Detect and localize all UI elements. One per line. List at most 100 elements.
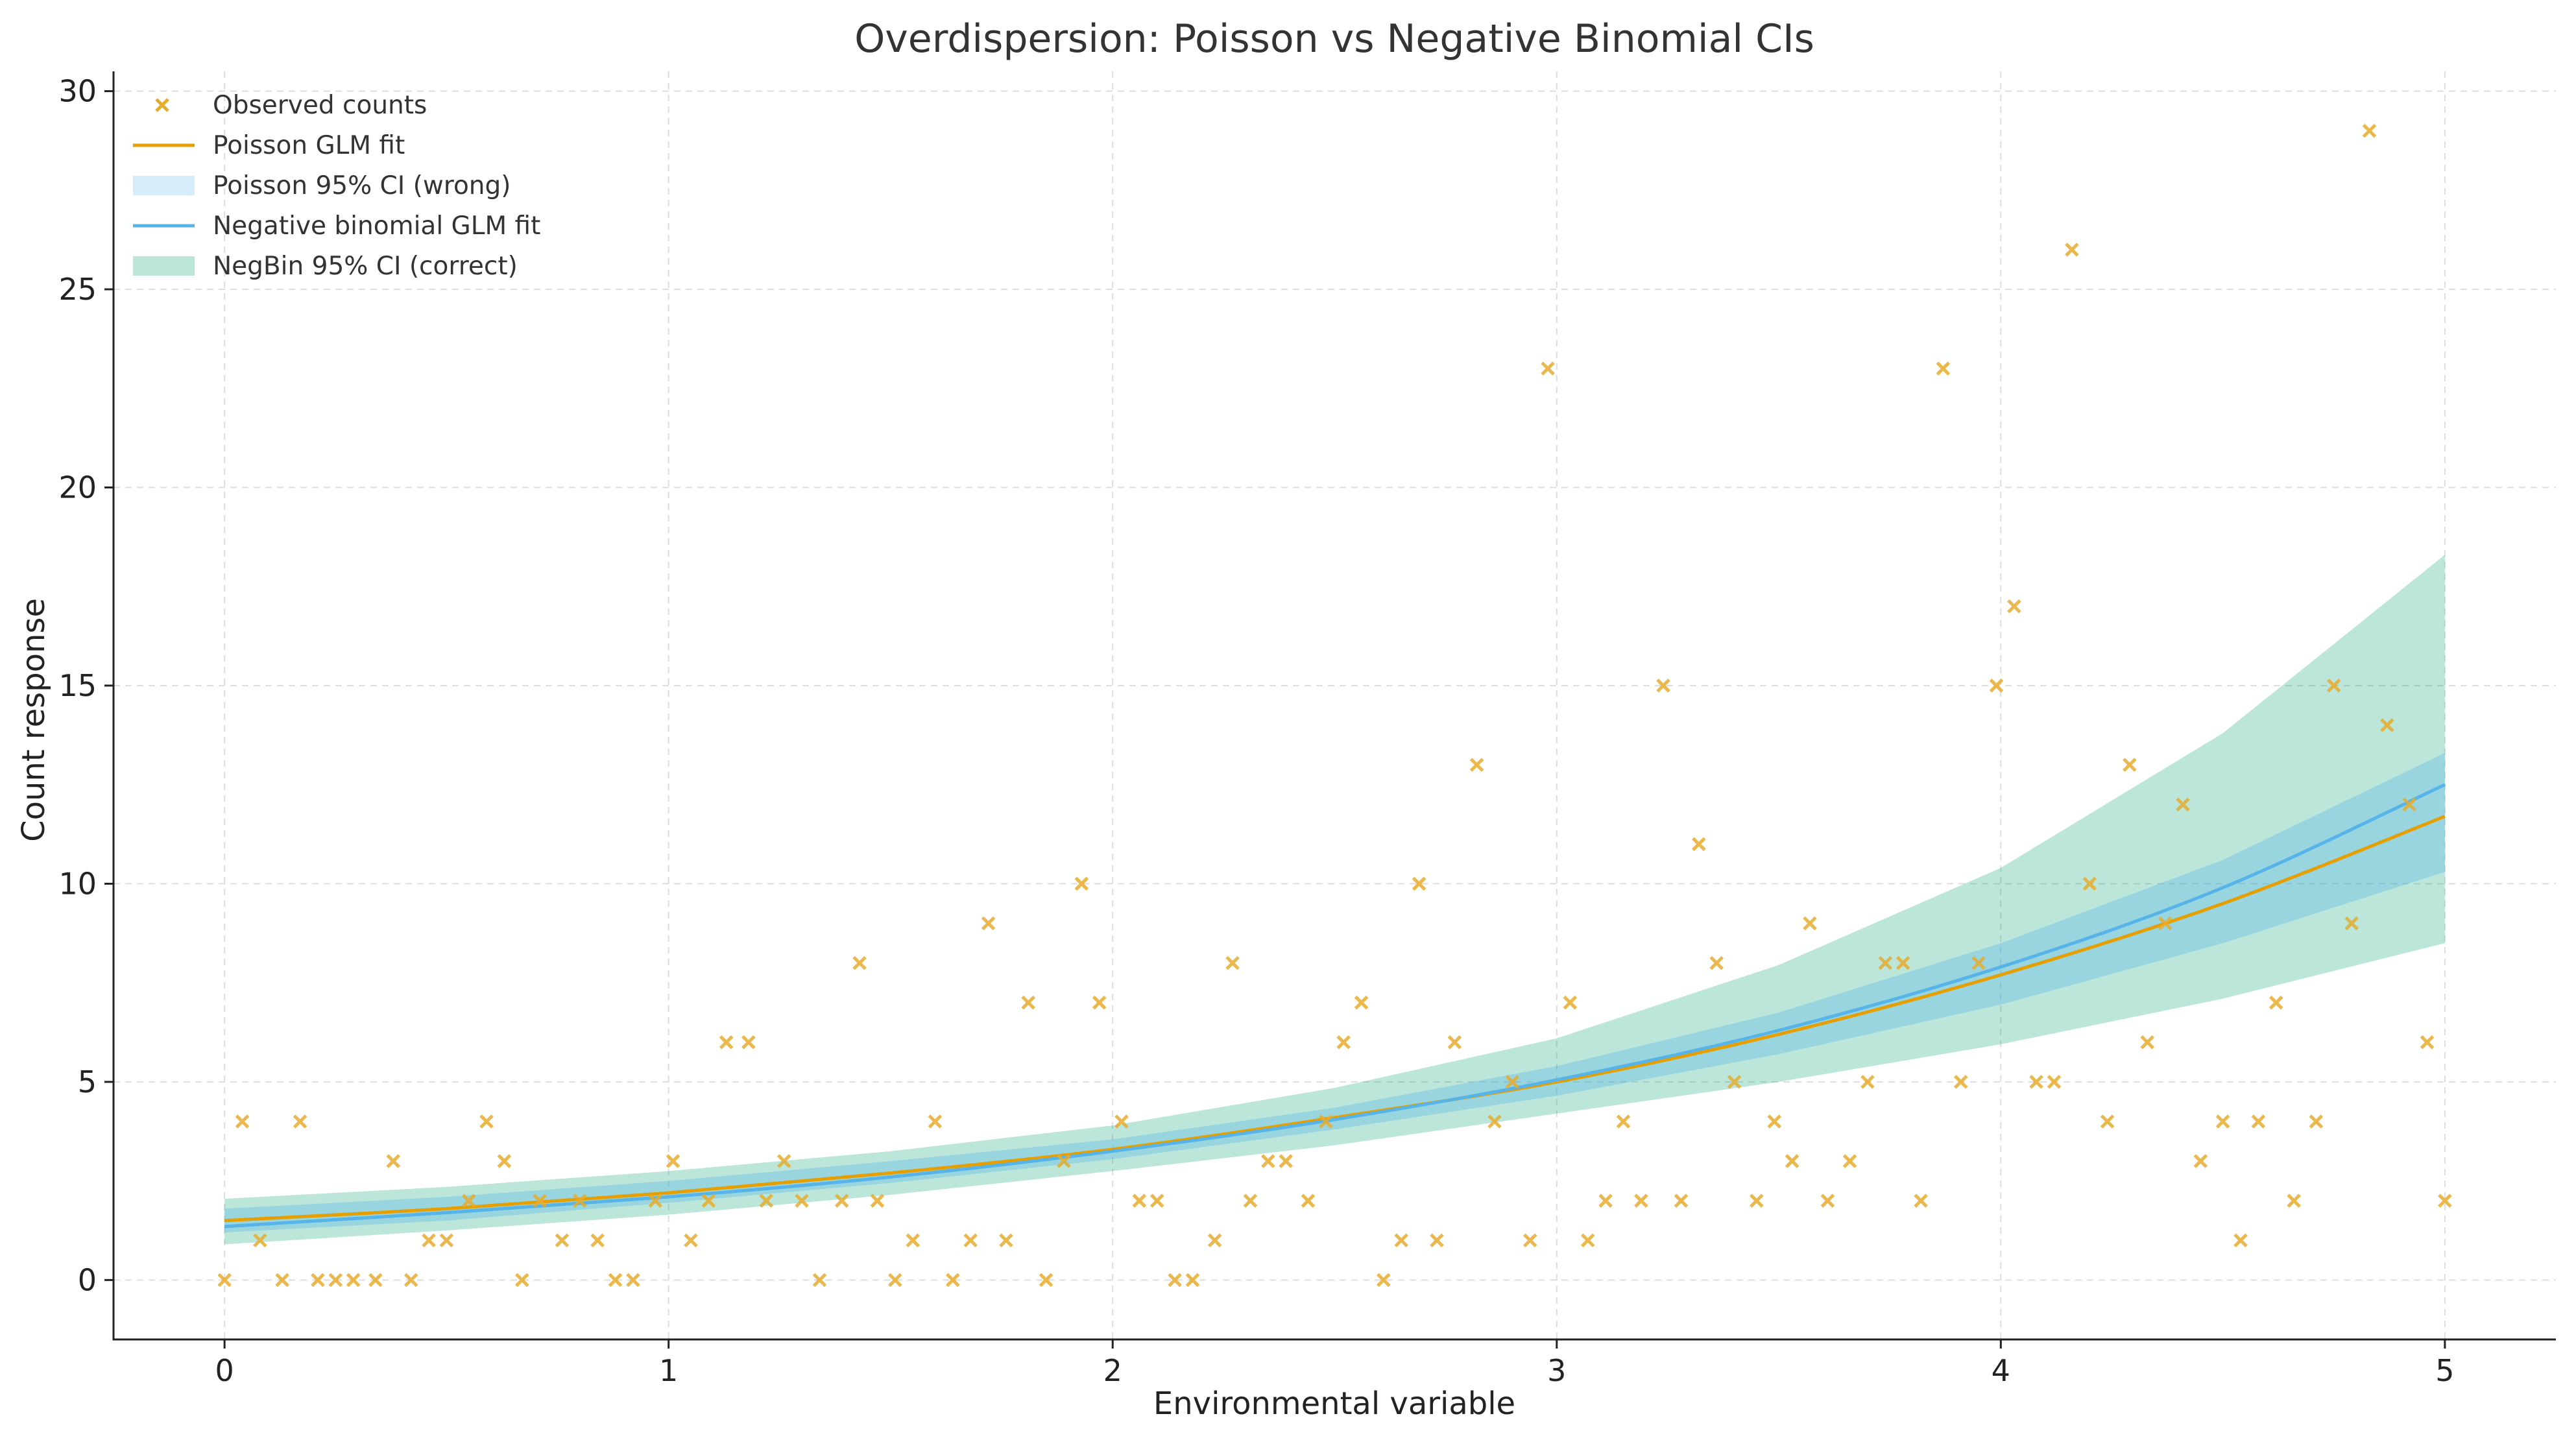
x-tick-label: 5 [2435, 1353, 2454, 1388]
observed-point [461, 1194, 476, 1208]
observed-point [2287, 1194, 2301, 1208]
observed-point [2029, 1075, 2043, 1089]
observed-point [1336, 1035, 1351, 1050]
observed-point [1301, 1194, 1316, 1208]
observed-points [217, 123, 2452, 1288]
observed-point [1377, 1273, 1391, 1288]
observed-point [217, 1273, 232, 1288]
observed-point [2438, 1194, 2452, 1208]
observed-point [439, 1233, 454, 1248]
x-tick-label: 4 [1992, 1353, 2010, 1388]
observed-point [1354, 995, 1369, 1010]
observed-point [422, 1233, 436, 1248]
observed-point [1132, 1194, 1147, 1208]
observed-point [812, 1273, 827, 1288]
observed-point [1541, 361, 1555, 376]
observed-point [1021, 995, 1035, 1010]
poisson-fit-line [224, 815, 2446, 1223]
observed-point [870, 1194, 885, 1208]
observed-point [1936, 361, 1951, 376]
observed-point [497, 1154, 512, 1168]
observed-point [1261, 1154, 1275, 1168]
observed-point [2251, 1114, 2266, 1129]
observed-point [1185, 1273, 1200, 1288]
observed-point [2158, 916, 2173, 931]
legend-label: NegBin 95% CI (correct) [213, 252, 518, 281]
y-tick-label: 15 [58, 668, 97, 703]
observed-point [1469, 758, 1484, 772]
observed-point [666, 1154, 680, 1168]
observed-point [1150, 1194, 1164, 1208]
poisson-ci-band [224, 752, 2445, 1232]
observed-point [1860, 1075, 1875, 1089]
observed-point [1114, 1114, 1129, 1129]
observed-point [1487, 1114, 1502, 1129]
observed-point [719, 1035, 734, 1050]
x-tick-label: 3 [1547, 1353, 1566, 1388]
observed-point [1074, 876, 1089, 891]
observed-point [555, 1233, 570, 1248]
observed-point [1953, 1075, 1968, 1089]
observed-point [626, 1273, 640, 1288]
x-tick-label: 2 [1103, 1353, 1122, 1388]
observed-point [1989, 678, 2004, 693]
observed-point [795, 1194, 809, 1208]
observed-point [608, 1273, 623, 1288]
y-tick-label: 20 [58, 470, 97, 505]
observed-point [2362, 123, 2377, 138]
observed-point [235, 1114, 250, 1129]
observed-point [776, 1154, 791, 1168]
observed-point [1727, 1075, 1742, 1089]
observed-point [590, 1233, 605, 1248]
x-tick-label: 1 [659, 1353, 678, 1388]
observed-point [346, 1273, 361, 1288]
observed-point [2344, 916, 2359, 931]
observed-point [1319, 1114, 1333, 1129]
observed-point [1692, 837, 1706, 852]
observed-point [2007, 599, 2021, 614]
y-tick-label: 0 [78, 1262, 97, 1297]
observed-point [2326, 678, 2341, 693]
observed-point [1225, 955, 1240, 970]
observed-point [479, 1114, 494, 1129]
observed-point [1168, 1273, 1182, 1288]
observed-point [2123, 758, 2137, 772]
y-axis-label: Count response [16, 598, 52, 842]
observed-point [888, 1273, 902, 1288]
observed-point [1820, 1194, 1835, 1208]
observed-point [1616, 1114, 1631, 1129]
observed-point [1580, 1233, 1595, 1248]
observed-point [1523, 1233, 1537, 1248]
observed-point [2193, 1154, 2208, 1168]
observed-point [2402, 797, 2416, 811]
legend-band-swatch [133, 256, 195, 276]
axis-spines [112, 71, 2556, 1341]
observed-point [2420, 1035, 2435, 1050]
observed-point [368, 1273, 383, 1288]
observed-point [1207, 1233, 1222, 1248]
observed-point [1842, 1154, 1857, 1168]
observed-point [2065, 243, 2079, 257]
legend: Observed counts Poisson GLM fit Poisson 95… [133, 91, 540, 281]
observed-point [275, 1273, 289, 1288]
observed-point [1279, 1154, 1293, 1168]
legend-item: Poisson GLM fit [133, 131, 405, 160]
observed-point [1785, 1154, 1800, 1168]
observed-point [1914, 1194, 1928, 1208]
grid [114, 71, 2556, 1339]
observed-point [2309, 1114, 2324, 1129]
observed-point [999, 1233, 1013, 1248]
observed-point [2176, 797, 2190, 811]
legend-item: Poisson 95% CI (wrong) [133, 171, 511, 200]
observed-point [293, 1114, 307, 1129]
observed-point [741, 1035, 756, 1050]
observed-point [1039, 1273, 1053, 1288]
x-tick-label: 0 [215, 1353, 234, 1388]
observed-point [1896, 955, 1910, 970]
observed-point [1878, 955, 1893, 970]
observed-point [515, 1273, 529, 1288]
x-axis-label: Environmental variable [1153, 1386, 1515, 1422]
legend-item: Observed counts [155, 91, 427, 120]
chart-title: Overdispersion: Poisson vs Negative Bino… [854, 16, 1814, 62]
